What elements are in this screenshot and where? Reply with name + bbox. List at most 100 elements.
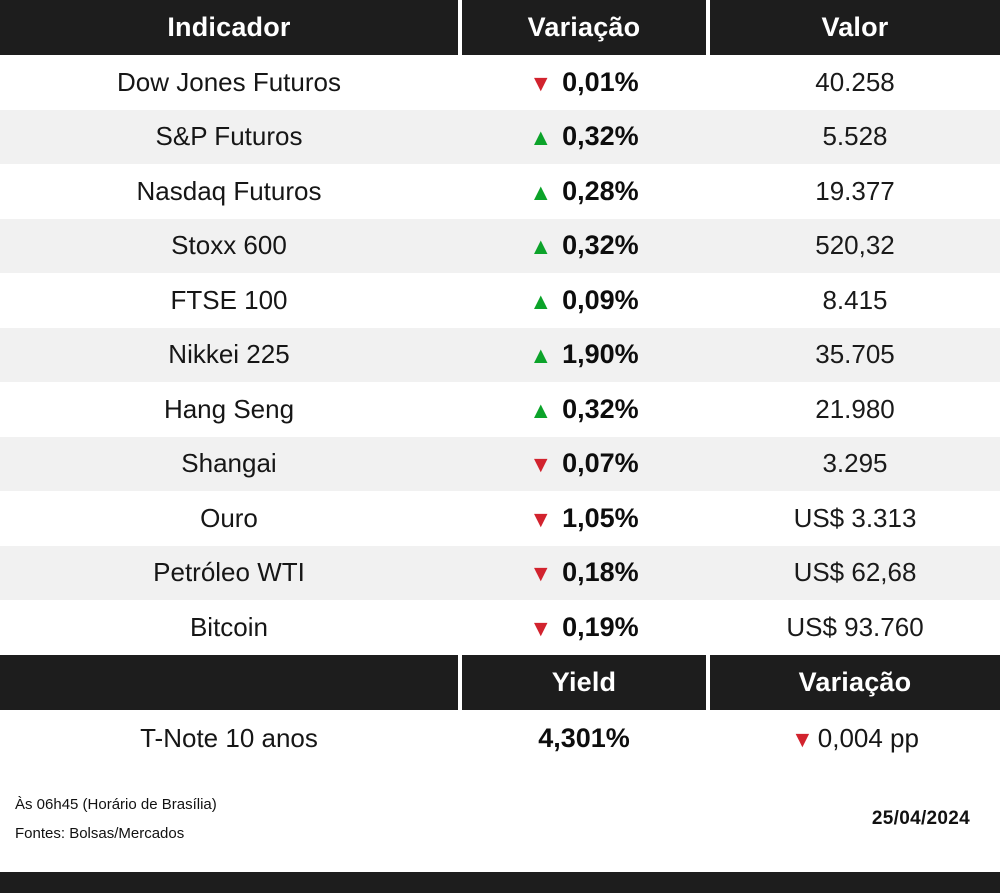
table-row: Stoxx 600 ▲ 0,32% 520,32 (0, 218, 1000, 274)
variation-cell: ▲ 0,32% (462, 382, 706, 437)
value-cell: 5.528 (710, 110, 1000, 165)
indicator-cell: Stoxx 600 (0, 219, 458, 274)
table-row: Nikkei 225 ▲ 1,90% 35.705 (0, 327, 1000, 383)
value-label: 520,32 (815, 230, 895, 261)
bond-yield-cell: 4,301% (462, 710, 706, 767)
indicator-cell: FTSE 100 (0, 273, 458, 328)
footer-time-note: Às 06h45 (Horário de Brasília) (15, 796, 217, 814)
indicator-cell: Nasdaq Futuros (0, 164, 458, 219)
bond-indicator-label: T-Note 10 anos (140, 722, 318, 753)
down-triangle-icon: ▼ (529, 451, 553, 478)
value-cell: 8.415 (710, 273, 1000, 328)
value-label: US$ 3.313 (793, 502, 917, 533)
bond-yield-label: 4,301% (538, 722, 630, 753)
bottom-bar (0, 872, 1000, 893)
bond-variation-cell: ▼ 0,004 pp (710, 710, 1000, 767)
up-triangle-icon: ▲ (529, 342, 553, 369)
variation-label: 1,90% (562, 339, 639, 370)
indicator-cell: Dow Jones Futuros (0, 55, 458, 110)
indicator-label: Bitcoin (189, 611, 269, 642)
bond-header: Yield Variação (0, 654, 1000, 710)
up-triangle-icon: ▲ (529, 233, 553, 260)
bond-header-empty (0, 654, 458, 710)
indicator-cell: Hang Seng (0, 382, 458, 437)
header-variation: Variação (462, 0, 706, 55)
down-triangle-icon: ▼ (791, 725, 814, 752)
value-cell: US$ 93.760 (710, 600, 1000, 655)
variation-label: 0,01% (562, 66, 639, 97)
market-table-body: Dow Jones Futuros ▼ 0,01% 40.258 S&P Fut… (0, 55, 1000, 655)
variation-cell: ▲ 0,32% (462, 110, 706, 165)
variation-label: 0,19% (562, 611, 639, 642)
variation-cell: ▼ 0,01% (462, 55, 706, 110)
value-label: 40.258 (815, 66, 895, 97)
value-cell: US$ 3.313 (710, 491, 1000, 546)
footer-sources: Fontes: Bolsas/Mercados (15, 825, 185, 843)
indicator-label: S&P Futuros (155, 121, 303, 152)
down-triangle-icon: ▼ (529, 560, 553, 587)
table-row: Nasdaq Futuros ▲ 0,28% 19.377 (0, 164, 1000, 219)
variation-label: 0,32% (562, 393, 639, 424)
value-label: 19.377 (815, 175, 895, 206)
value-cell: 520,32 (710, 219, 1000, 274)
down-triangle-icon: ▼ (529, 614, 553, 641)
variation-cell: ▼ 0,19% (462, 600, 706, 655)
value-label: 21.980 (815, 393, 895, 424)
indicator-label: Nasdaq Futuros (136, 175, 322, 206)
indicator-label: Dow Jones Futuros (117, 66, 341, 97)
variation-cell: ▲ 0,32% (462, 219, 706, 274)
variation-label: 0,07% (562, 448, 639, 479)
indicator-label: Petróleo WTI (153, 557, 305, 588)
table-header: Indicador Variação Valor (0, 0, 1000, 55)
table-row: Shangai ▼ 0,07% 3.295 (0, 436, 1000, 492)
value-label: 35.705 (815, 339, 895, 370)
footer: Às 06h45 (Horário de Brasília) Fontes: B… (0, 767, 1000, 873)
value-cell: US$ 62,68 (710, 546, 1000, 601)
indicator-cell: Shangai (0, 437, 458, 492)
table-row: Ouro ▼ 1,05% US$ 3.313 (0, 491, 1000, 546)
table-row: Hang Seng ▲ 0,32% 21.980 (0, 382, 1000, 437)
value-cell: 3.295 (710, 437, 1000, 492)
value-cell: 19.377 (710, 164, 1000, 219)
variation-cell: ▲ 0,09% (462, 273, 706, 328)
indicator-cell: Bitcoin (0, 600, 458, 655)
table-row: FTSE 100 ▲ 0,09% 8.415 (0, 273, 1000, 328)
value-cell: 40.258 (710, 55, 1000, 110)
down-triangle-icon: ▼ (529, 505, 553, 532)
variation-label: 0,09% (562, 284, 639, 315)
variation-label: 0,28% (562, 175, 639, 206)
value-label: US$ 93.760 (786, 611, 924, 642)
value-label: 8.415 (822, 284, 888, 315)
footer-notes: Às 06h45 (Horário de Brasília) Fontes: B… (15, 796, 217, 842)
variation-cell: ▼ 1,05% (462, 491, 706, 546)
up-triangle-icon: ▲ (529, 396, 553, 423)
indicator-cell: S&P Futuros (0, 110, 458, 165)
value-label: 5.528 (822, 121, 888, 152)
header-value: Valor (710, 0, 1000, 55)
indicator-cell: Ouro (0, 491, 458, 546)
indicator-label: Nikkei 225 (168, 339, 290, 370)
bond-header-yield: Yield (462, 654, 706, 710)
indicator-label: Hang Seng (163, 393, 295, 424)
variation-cell: ▼ 0,18% (462, 546, 706, 601)
variation-cell: ▲ 0,28% (462, 164, 706, 219)
variation-label: 0,32% (562, 121, 639, 152)
indicator-label: Shangai (181, 448, 277, 479)
down-triangle-icon: ▼ (529, 69, 553, 96)
indicator-label: Stoxx 600 (171, 230, 287, 261)
bond-row: T-Note 10 anos 4,301% ▼ 0,004 pp (0, 709, 1000, 767)
table-row: S&P Futuros ▲ 0,32% 5.528 (0, 109, 1000, 165)
up-triangle-icon: ▲ (529, 124, 553, 151)
variation-label: 1,05% (562, 502, 639, 533)
indicator-cell: Nikkei 225 (0, 328, 458, 383)
value-cell: 35.705 (710, 328, 1000, 383)
footer-date: 25/04/2024 (871, 808, 970, 830)
variation-label: 0,18% (562, 557, 639, 588)
up-triangle-icon: ▲ (529, 178, 553, 205)
variation-cell: ▲ 1,90% (462, 328, 706, 383)
bond-variation-label: 0,004 pp (817, 722, 919, 753)
indicator-label: FTSE 100 (170, 284, 288, 315)
bond-header-variation: Variação (710, 654, 1000, 710)
header-indicator: Indicador (0, 0, 458, 55)
table-row: Dow Jones Futuros ▼ 0,01% 40.258 (0, 55, 1000, 110)
